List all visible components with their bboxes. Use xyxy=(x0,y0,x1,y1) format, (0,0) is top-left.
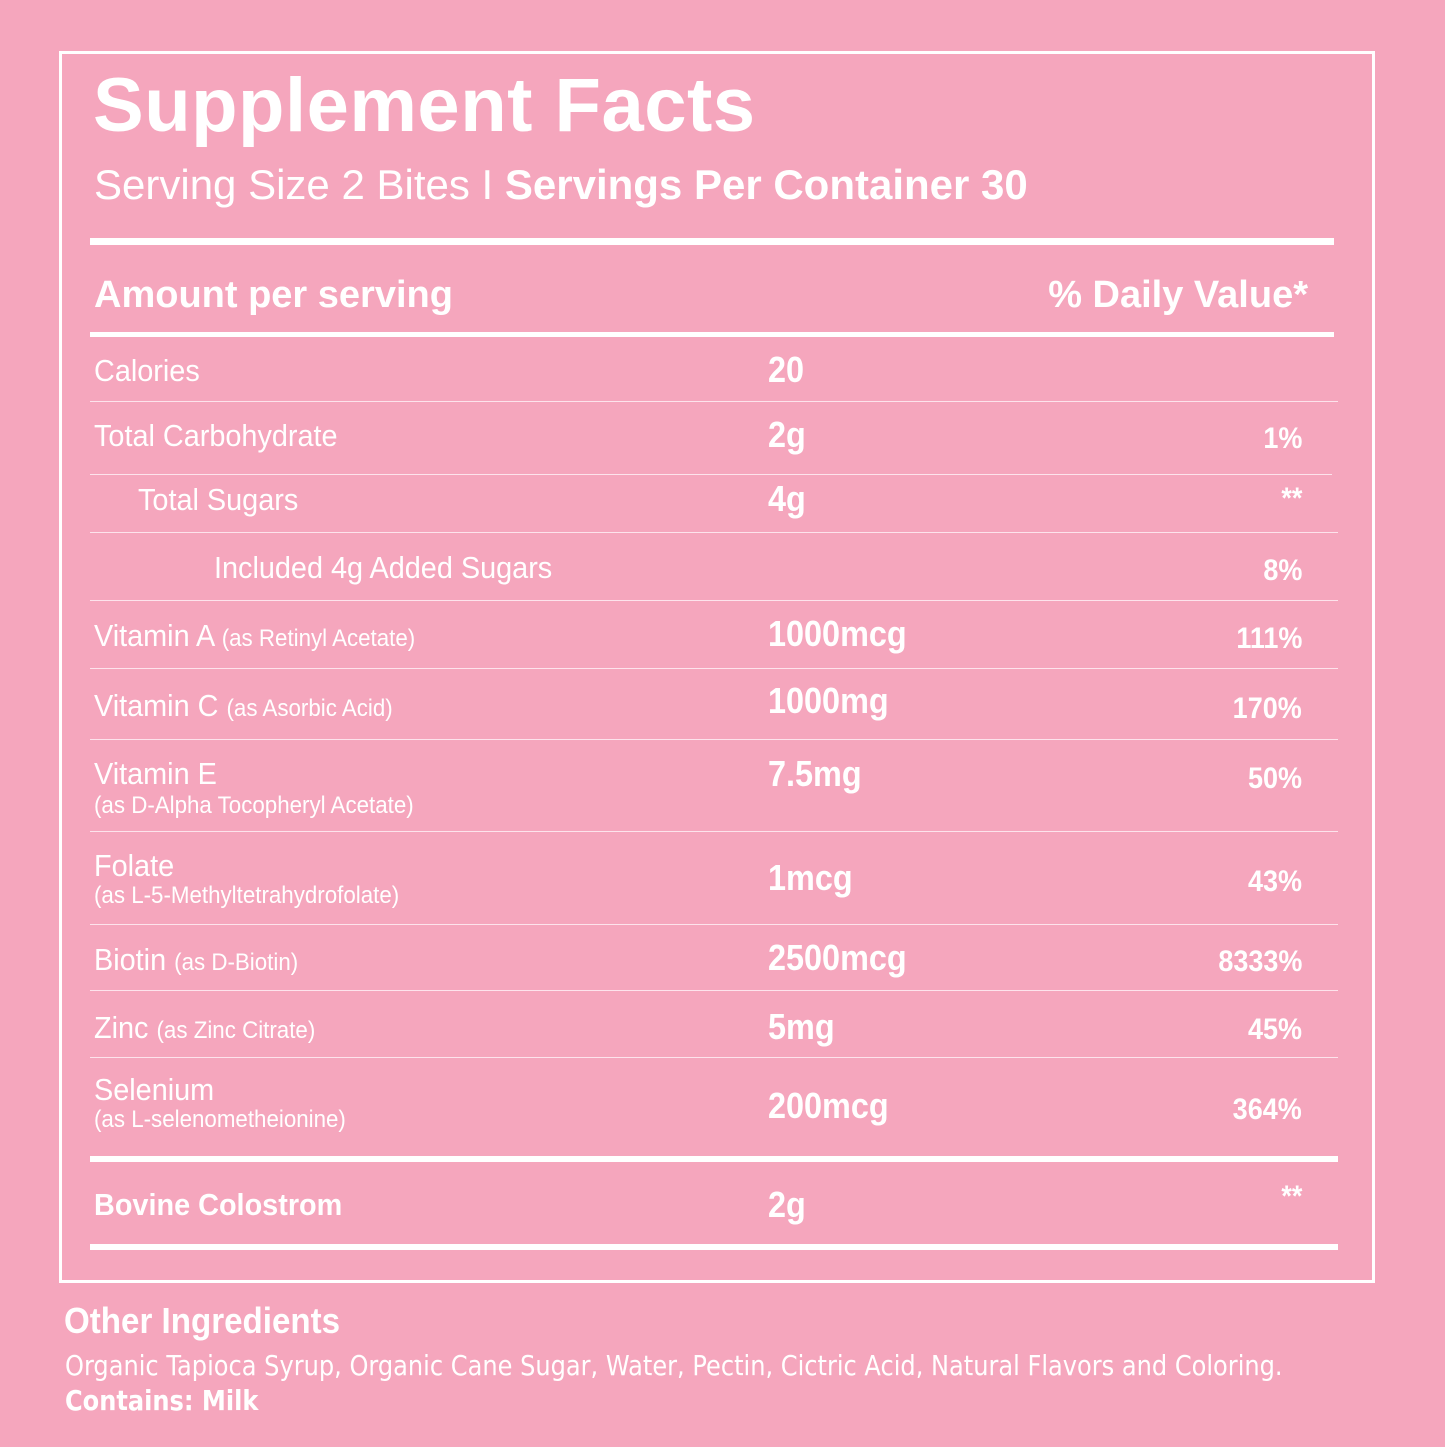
row-amount-carbohydrate: 2g xyxy=(768,414,806,455)
nutrient-name: Biotin xyxy=(94,942,167,977)
serving-info: Serving Size 2 Bites I Servings Per Cont… xyxy=(94,164,1028,206)
divider-thin xyxy=(90,1057,1338,1058)
row-amount-calories: 20 xyxy=(768,349,805,390)
serving-separator: I xyxy=(481,161,494,208)
row-amount-colostrum: 2g xyxy=(768,1184,806,1225)
row-dv-vitamin-e: 50% xyxy=(1247,762,1302,795)
divider-thin xyxy=(90,739,1338,740)
other-ingredients-heading: Other Ingredients xyxy=(64,1300,341,1341)
divider-thin xyxy=(90,600,1338,601)
row-label-added-sugars: Included 4g Added Sugars xyxy=(214,550,553,585)
divider-thin xyxy=(90,474,1332,475)
nutrient-source: (as Asorbic Acid) xyxy=(226,695,393,722)
row-amount-folate: 1mcg xyxy=(768,857,853,898)
divider-thin xyxy=(90,532,1338,533)
row-amount-total-sugars: 4g xyxy=(768,478,806,519)
row-dv-selenium: 364% xyxy=(1232,1093,1302,1126)
divider-thin xyxy=(90,401,1338,402)
divider-thin xyxy=(90,990,1338,991)
row-dv-carbohydrate: 1% xyxy=(1262,422,1302,455)
row-amount-vitamin-e: 7.5mg xyxy=(768,753,862,794)
row-label-vitamin-e: Vitamin E xyxy=(94,756,217,791)
row-label-colostrum: Bovine Colostrom xyxy=(94,1187,343,1222)
row-label-folate: Folate xyxy=(94,848,175,883)
row-label-carbohydrate: Total Carbohydrate xyxy=(94,418,338,453)
header-daily-value: % Daily Value* xyxy=(1048,274,1308,316)
row-label-total-sugars: Total Sugars xyxy=(138,482,299,517)
header-amount: Amount per serving xyxy=(94,274,453,316)
row-dv-total-sugars: ** xyxy=(1280,482,1302,515)
nutrient-name: Zinc xyxy=(94,1010,149,1045)
row-label-biotin: Biotin (as D-Biotin) xyxy=(94,944,298,975)
serving-size: Serving Size 2 Bites xyxy=(94,161,470,208)
row-amount-vitamin-a: 1000mcg xyxy=(768,613,907,654)
row-note-folate: (as L-5-Methyltetrahydrofolate) xyxy=(94,882,400,909)
divider-thick xyxy=(90,1156,1338,1162)
nutrient-source: (as Zinc Citrate) xyxy=(156,1017,316,1044)
servings-per-container: Servings Per Container 30 xyxy=(504,161,1028,208)
nutrient-name: Vitamin C xyxy=(94,688,219,723)
row-dv-vitamin-a: 111% xyxy=(1235,622,1302,655)
row-label-vitamin-c: Vitamin C (as Asorbic Acid) xyxy=(94,690,393,721)
row-label-calories: Calories xyxy=(94,353,200,388)
nutrient-source: (as D-Biotin) xyxy=(174,949,299,976)
other-ingredients-text: Organic Tapioca Syrup, Organic Cane Suga… xyxy=(65,1349,1283,1382)
row-dv-biotin: 8333% xyxy=(1217,945,1302,978)
row-dv-vitamin-c: 170% xyxy=(1232,692,1302,725)
row-dv-colostrum: ** xyxy=(1280,1180,1302,1213)
row-amount-zinc: 5mg xyxy=(768,1006,835,1047)
row-label-selenium: Selenium xyxy=(94,1072,215,1107)
divider-thin xyxy=(90,831,1338,832)
divider-thick xyxy=(90,238,1334,245)
row-note-selenium: (as L-selenometheionine) xyxy=(94,1106,346,1133)
nutrient-name: Vitamin A xyxy=(94,618,214,653)
nutrient-source: (as Retinyl Acetate) xyxy=(221,625,416,652)
row-label-zinc: Zinc (as Zinc Citrate) xyxy=(94,1012,315,1043)
row-amount-selenium: 200mcg xyxy=(768,1085,889,1126)
row-amount-biotin: 2500mcg xyxy=(768,937,907,978)
divider-thin xyxy=(90,668,1338,669)
divider-thin xyxy=(90,924,1338,925)
divider-thick xyxy=(90,1244,1338,1250)
page-title: Supplement Facts xyxy=(93,63,756,148)
row-note-vitamin-e: (as D-Alpha Tocopheryl Acetate) xyxy=(94,792,414,819)
row-dv-zinc: 45% xyxy=(1247,1013,1302,1046)
row-dv-added-sugars: 8% xyxy=(1262,554,1302,587)
row-label-vitamin-a: Vitamin A (as Retinyl Acetate) xyxy=(94,620,415,651)
allergen-statement: Contains: Milk xyxy=(65,1384,259,1417)
facts-panel xyxy=(59,51,1375,1283)
row-amount-vitamin-c: 1000mg xyxy=(768,680,889,721)
divider-thick xyxy=(90,332,1334,337)
row-dv-folate: 43% xyxy=(1247,865,1302,898)
